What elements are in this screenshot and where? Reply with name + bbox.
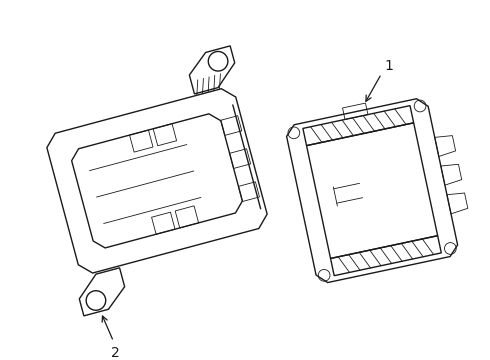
Text: 2: 2 <box>111 346 120 360</box>
Text: 1: 1 <box>385 59 394 73</box>
